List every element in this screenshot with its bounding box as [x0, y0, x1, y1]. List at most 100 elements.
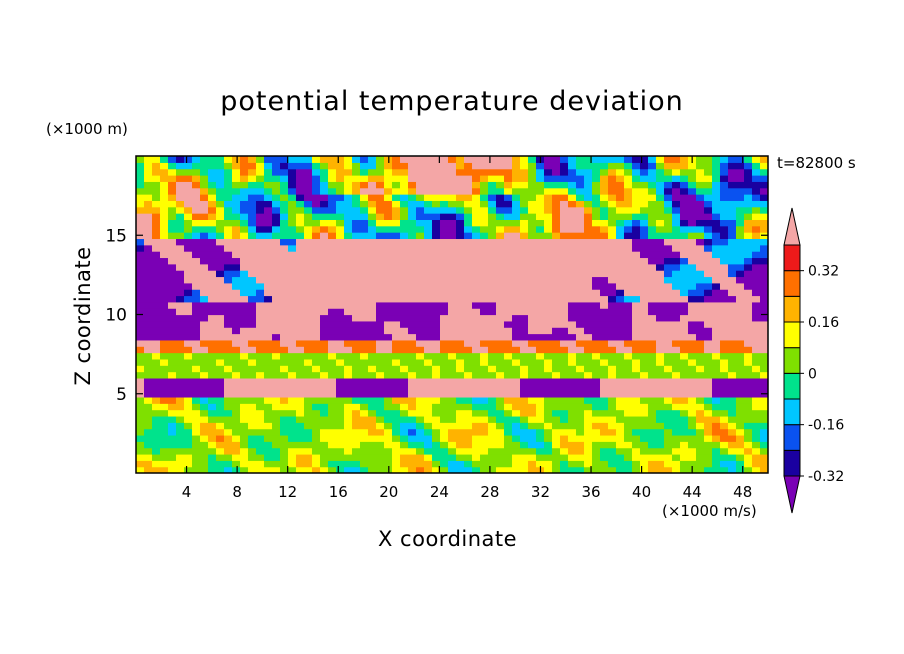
- field-cell: [296, 295, 305, 303]
- field-cell: [232, 371, 241, 379]
- field-cell: [272, 244, 281, 252]
- field-cell: [448, 251, 457, 259]
- field-cell: [168, 270, 177, 278]
- field-cell: [152, 181, 161, 189]
- field-cell: [632, 225, 641, 233]
- field-cell: [224, 213, 233, 220]
- field-cell: [200, 371, 209, 379]
- field-cell: [728, 276, 737, 284]
- field-cell: [528, 282, 537, 290]
- field-cell: [752, 333, 761, 341]
- field-cell: [224, 206, 233, 214]
- field-cell: [304, 194, 313, 201]
- field-cell: [376, 162, 385, 170]
- field-cell: [400, 175, 409, 182]
- field-cell: [392, 257, 401, 265]
- field-cell: [464, 377, 473, 385]
- field-cell: [200, 232, 209, 240]
- field-cell: [304, 276, 313, 284]
- field-cell: [480, 441, 489, 449]
- field-cell: [232, 460, 241, 468]
- field-cell: [736, 365, 745, 373]
- field-cell: [592, 238, 601, 246]
- field-cell: [488, 200, 497, 208]
- field-cell: [616, 156, 625, 163]
- field-cell: [416, 390, 425, 398]
- field-cell: [472, 434, 481, 442]
- field-cell: [640, 213, 649, 220]
- field-cell: [368, 276, 377, 284]
- field-cell: [648, 339, 657, 347]
- field-cell: [376, 257, 385, 265]
- field-cell: [640, 225, 649, 233]
- field-cell: [424, 346, 433, 354]
- field-cell: [280, 206, 289, 214]
- field-cell: [600, 206, 609, 214]
- field-cell: [616, 415, 625, 423]
- field-cell: [528, 365, 537, 373]
- field-cell: [304, 289, 313, 297]
- field-cell: [304, 282, 313, 290]
- field-cell: [168, 194, 177, 201]
- field-cell: [248, 175, 257, 182]
- field-cell: [760, 225, 768, 233]
- field-cell: [144, 409, 153, 417]
- field-cell: [432, 339, 441, 347]
- field-cell: [200, 289, 209, 297]
- field-cell: [704, 358, 713, 366]
- field-cell: [496, 434, 505, 442]
- field-cell: [424, 314, 433, 322]
- field-cell: [608, 384, 617, 392]
- field-cell: [136, 263, 145, 271]
- field-cell: [480, 403, 489, 411]
- field-cell: [568, 365, 577, 373]
- y-tick-label: 10: [105, 306, 127, 326]
- field-cell: [688, 339, 697, 347]
- field-cell: [312, 365, 321, 373]
- field-cell: [136, 238, 145, 246]
- field-cell: [416, 257, 425, 265]
- field-cell: [544, 384, 553, 392]
- field-cell: [664, 175, 673, 182]
- field-cell: [656, 270, 665, 278]
- field-cell: [360, 460, 369, 468]
- field-cell: [576, 194, 585, 201]
- field-cell: [424, 396, 433, 404]
- field-cell: [488, 225, 497, 233]
- field-cell: [360, 422, 369, 430]
- field-cell: [584, 314, 593, 322]
- field-cell: [696, 257, 705, 265]
- field-cell: [632, 377, 641, 385]
- field-cell: [616, 263, 625, 271]
- field-cell: [664, 365, 673, 373]
- field-cell: [600, 156, 609, 163]
- field-cell: [304, 308, 313, 316]
- field-cell: [312, 422, 321, 430]
- field-cell: [520, 434, 529, 442]
- field-cell: [640, 358, 649, 366]
- field-cell: [272, 422, 281, 430]
- field-cell: [376, 460, 385, 468]
- field-cell: [752, 422, 761, 430]
- field-cell: [344, 295, 353, 303]
- field-cell: [240, 384, 249, 392]
- field-cell: [440, 346, 449, 354]
- field-cell: [592, 409, 601, 417]
- field-cell: [720, 371, 729, 379]
- field-cell: [544, 447, 553, 455]
- field-cell: [520, 175, 529, 182]
- field-cell: [544, 213, 553, 220]
- field-cell: [456, 384, 465, 392]
- field-cell: [400, 244, 409, 252]
- field-cell: [160, 453, 169, 461]
- field-cell: [400, 270, 409, 278]
- field-cell: [536, 263, 545, 271]
- field-cell: [152, 460, 161, 468]
- field-cell: [528, 314, 537, 322]
- field-cell: [392, 320, 401, 328]
- field-cell: [624, 460, 633, 468]
- field-cell: [352, 225, 361, 233]
- field-cell: [184, 270, 193, 278]
- field-cell: [304, 434, 313, 442]
- field-cell: [136, 251, 145, 259]
